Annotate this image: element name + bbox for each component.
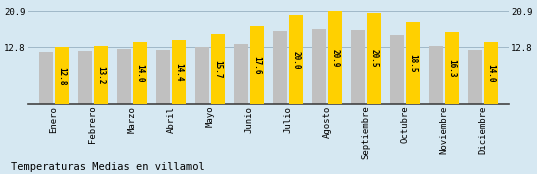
Bar <box>406 22 420 104</box>
Bar <box>430 46 444 104</box>
Text: 20.5: 20.5 <box>369 49 378 68</box>
Text: 14.4: 14.4 <box>174 63 183 81</box>
Text: 20.9: 20.9 <box>330 49 339 67</box>
Bar <box>211 34 224 104</box>
Bar <box>133 42 147 104</box>
Bar <box>313 29 326 104</box>
Text: 18.5: 18.5 <box>408 54 417 72</box>
Text: 12.8: 12.8 <box>57 66 66 85</box>
Text: 20.0: 20.0 <box>291 50 300 69</box>
Bar <box>367 13 381 104</box>
Bar <box>156 50 170 104</box>
Bar <box>172 40 186 104</box>
Bar <box>234 44 248 104</box>
Text: 13.2: 13.2 <box>96 66 105 84</box>
Bar <box>117 49 131 104</box>
Bar <box>390 35 404 104</box>
Bar <box>78 51 92 104</box>
Text: 17.6: 17.6 <box>252 56 261 74</box>
Bar <box>328 11 342 104</box>
Text: 15.7: 15.7 <box>213 60 222 79</box>
Bar <box>289 15 303 104</box>
Text: Temperaturas Medias en villamol: Temperaturas Medias en villamol <box>11 162 205 172</box>
Bar <box>484 42 498 104</box>
Bar <box>195 47 209 104</box>
Bar <box>468 50 482 104</box>
Bar <box>93 46 107 104</box>
Bar <box>351 30 365 104</box>
Bar <box>273 31 287 104</box>
Text: 16.3: 16.3 <box>447 59 456 77</box>
Text: 14.0: 14.0 <box>135 64 144 82</box>
Bar <box>39 52 53 104</box>
Bar <box>445 32 459 104</box>
Bar <box>250 26 264 104</box>
Text: 14.0: 14.0 <box>487 64 496 82</box>
Bar <box>55 47 69 104</box>
